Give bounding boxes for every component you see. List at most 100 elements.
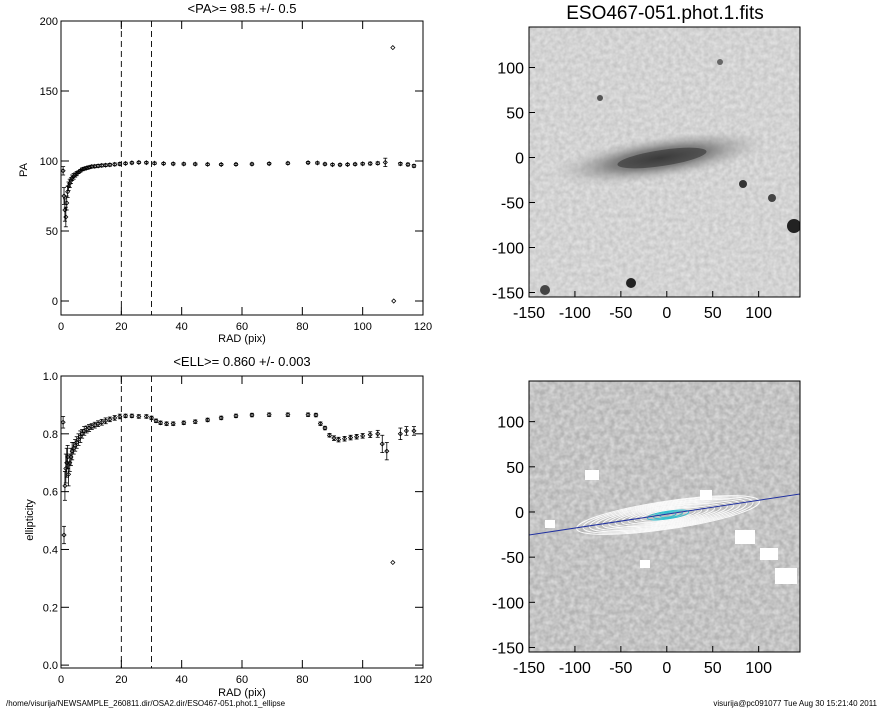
data-point — [103, 418, 109, 424]
x-tick-label: 120 — [414, 674, 432, 686]
x-tick-label: 0 — [662, 660, 671, 677]
data-point — [107, 416, 113, 422]
residual-image — [529, 381, 800, 652]
data-point — [335, 437, 342, 443]
x-tick-label: 120 — [414, 321, 432, 333]
pa-plot-frame — [60, 20, 424, 316]
data-point — [129, 413, 135, 419]
data-point — [382, 159, 388, 165]
data-point — [313, 412, 319, 418]
ellipticity-ylabel: ellipticity — [24, 499, 36, 541]
y-tick-label: 0.6 — [43, 487, 58, 499]
data-point — [249, 161, 255, 167]
footer-path: /home/visurija/NEWSAMPLE_260811.dir/OSA2… — [6, 699, 286, 708]
pa-y-ticks: 0 50 100 150 200 — [40, 16, 423, 308]
x-tick-label: -150 — [513, 305, 545, 322]
x-tick-label: 40 — [176, 674, 188, 686]
y-tick-label: 0.4 — [43, 544, 58, 556]
y-tick-label: -50 — [501, 196, 524, 213]
data-point — [354, 434, 360, 440]
data-point — [86, 164, 92, 170]
data-point — [122, 160, 129, 166]
pa-x-ticks: 0 20 40 60 80 100 120 — [58, 21, 432, 333]
isophote-ellipse — [659, 512, 677, 518]
x-tick-label: -100 — [559, 305, 591, 322]
data-point — [117, 413, 123, 420]
isophote-ellipse — [575, 495, 761, 535]
x-tick-label: -150 — [513, 660, 545, 677]
data-point — [170, 161, 176, 167]
isophote-ellipses — [575, 495, 761, 535]
x-tick-label: 0 — [58, 321, 64, 333]
data-point — [103, 162, 109, 168]
data-point — [233, 413, 239, 419]
pa-ylabel: PA — [18, 162, 30, 177]
data-point — [329, 162, 336, 168]
y-tick-label: 0.2 — [43, 602, 58, 614]
y-tick-label: 1.0 — [43, 371, 58, 383]
data-point — [218, 415, 224, 421]
data-point — [136, 413, 142, 420]
ellipticity-data-series — [60, 376, 417, 668]
image-y-ticks: 100 50 0 -50 -100 -150 — [492, 61, 535, 303]
x-tick-label: 100 — [353, 321, 371, 333]
fits-image — [529, 27, 800, 297]
residual-y-ticks: 100 50 0 -50 -100 -150 — [492, 415, 535, 657]
isophote-ellipse — [614, 502, 722, 528]
x-tick-label: 80 — [296, 674, 308, 686]
data-point — [157, 420, 164, 426]
data-point — [411, 428, 417, 434]
x-tick-label: -50 — [609, 305, 632, 322]
data-point — [205, 417, 211, 423]
isophote-ellipse — [633, 506, 703, 524]
data-point — [397, 161, 403, 167]
isophote-ellipse — [588, 497, 748, 533]
ellipticity-xlabel: RAD (pix) — [218, 687, 266, 699]
data-point — [218, 161, 224, 168]
y-tick-label: 100 — [40, 156, 58, 168]
data-point — [403, 428, 409, 434]
x-tick-label: -50 — [609, 660, 632, 677]
data-point — [112, 415, 118, 421]
data-point — [285, 412, 291, 418]
data-point — [61, 532, 67, 538]
ellipticity-panel: <ELL>= 0.860 +/- 0.003 0.0 0.2 0.4 0.6 0.8 1.… — [24, 354, 432, 699]
isophote-ellipse — [601, 500, 735, 530]
x-tick-label: 50 — [704, 660, 722, 677]
data-point — [89, 164, 95, 170]
x-tick-label: -100 — [559, 660, 591, 677]
data-point — [67, 460, 73, 466]
y-tick-label: -150 — [492, 286, 524, 303]
y-tick-label: 0.0 — [43, 660, 58, 672]
y-tick-label: 200 — [40, 16, 58, 28]
data-point — [60, 168, 66, 174]
x-tick-label: 50 — [704, 305, 722, 322]
x-tick-label: 100 — [745, 660, 772, 677]
data-point — [181, 420, 187, 426]
data-point — [375, 160, 381, 166]
data-point — [63, 214, 69, 220]
x-tick-label: 100 — [353, 674, 371, 686]
data-point — [95, 421, 101, 427]
data-point — [305, 160, 311, 166]
data-point — [266, 161, 272, 167]
data-point — [233, 161, 239, 167]
isophote-ellipse — [640, 508, 696, 522]
data-point — [360, 161, 366, 167]
data-point — [397, 431, 403, 437]
data-point — [266, 412, 272, 418]
ellipticity-y-ticks: 0.0 0.2 0.4 0.6 0.8 1.0 — [43, 371, 423, 672]
y-tick-label: 100 — [497, 415, 524, 432]
ellipticity-title: <ELL>= 0.860 +/- 0.003 — [173, 354, 310, 369]
data-point — [181, 161, 187, 167]
data-point — [81, 166, 87, 172]
y-tick-label: 50 — [506, 460, 524, 477]
image-title: ESO467-051.phot.1.fits — [566, 3, 764, 24]
data-point — [285, 160, 291, 166]
data-point — [390, 45, 396, 51]
data-point — [249, 412, 255, 418]
data-point — [342, 436, 348, 442]
isophote-ellipse — [582, 496, 754, 534]
pa-axis-line — [529, 493, 800, 536]
data-point — [391, 298, 397, 304]
